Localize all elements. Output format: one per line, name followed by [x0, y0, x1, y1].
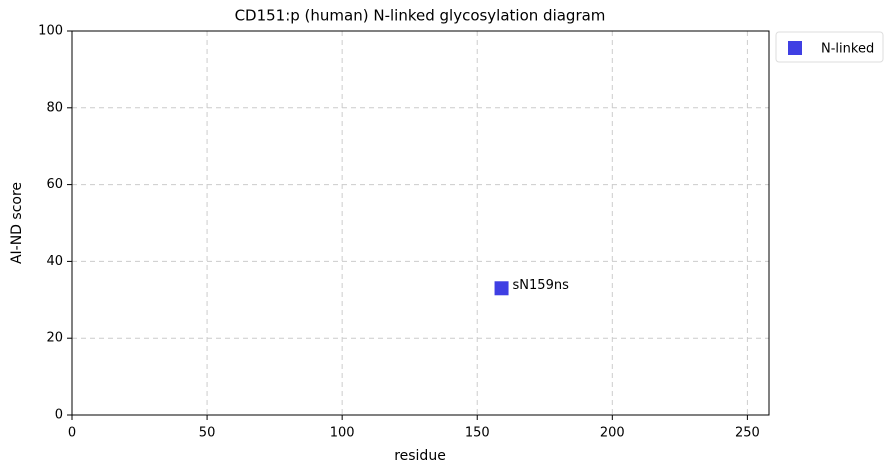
legend-box: [775, 31, 884, 63]
legend-label: N-linked: [821, 42, 874, 57]
chart-title: CD151:p (human) N-linked glycosylation d…: [235, 7, 606, 25]
x-tick-label: 50: [199, 426, 216, 441]
y-tick-label: 40: [46, 254, 63, 269]
plot-frame: [71, 30, 770, 416]
y-tick-label: 20: [46, 331, 63, 346]
x-tick-label: 100: [330, 426, 355, 441]
x-axis-label: residue: [394, 448, 446, 464]
x-tick-label: 0: [68, 426, 76, 441]
y-tick-label: 80: [46, 100, 63, 115]
point-label: sN159ns: [513, 278, 570, 293]
y-tick-label: 100: [38, 24, 63, 39]
legend-marker: [788, 41, 802, 55]
y-tick-label: 60: [46, 177, 63, 192]
x-tick-label: 150: [465, 426, 490, 441]
x-tick-label: 250: [735, 426, 760, 441]
y-tick-label: 0: [55, 408, 63, 423]
y-axis-label: AI-ND score: [9, 182, 25, 264]
point: [494, 281, 509, 296]
x-tick-label: 200: [600, 426, 625, 441]
